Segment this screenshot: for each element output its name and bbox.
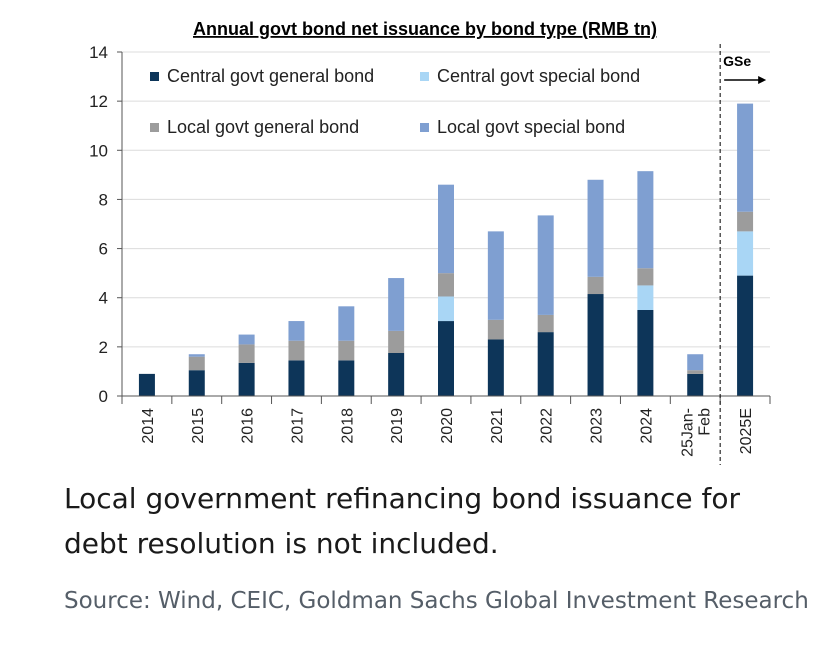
- legend-swatch: [150, 123, 159, 132]
- bar-segment: [388, 353, 405, 396]
- y-tick-label: 0: [99, 387, 108, 406]
- bar-segment: [537, 314, 554, 333]
- legend-label: Central govt special bond: [437, 66, 640, 86]
- bar-segment: [737, 275, 754, 396]
- bond-issuance-chart: Annual govt bond net issuance by bond ty…: [89, 19, 771, 465]
- bar-segment: [288, 321, 305, 341]
- x-tick-label: 2016: [240, 408, 257, 444]
- bar-segment: [288, 340, 305, 361]
- bar-segment: [238, 362, 255, 396]
- legend: Central govt general bond Central govt sp…: [150, 66, 640, 137]
- bar-segment: [737, 211, 754, 232]
- bar-segment: [388, 330, 405, 353]
- x-tick-label: 2024: [638, 408, 655, 444]
- legend-item: Central govt general bond: [150, 66, 374, 86]
- bar-segment: [188, 354, 205, 357]
- bar-segment: [587, 276, 604, 295]
- bar-segment: [438, 184, 454, 274]
- y-tick-label: 12: [89, 92, 108, 111]
- x-tick-label: 2020: [439, 408, 456, 444]
- bar-segment: [537, 332, 554, 396]
- bar-segment: [338, 306, 355, 341]
- bar-segment: [587, 179, 604, 277]
- x-tick-label: Feb: [697, 408, 714, 436]
- bars-group: [138, 103, 754, 396]
- bar-segment: [388, 278, 405, 331]
- bar-segment: [338, 340, 355, 361]
- gse-arrow-icon: [758, 76, 767, 84]
- y-tick-label: 14: [89, 43, 108, 62]
- bar-segment: [238, 344, 255, 363]
- x-tick-label: 2017: [289, 408, 306, 444]
- bar-segment: [637, 285, 654, 310]
- x-tick-label: 25Jan-: [680, 408, 697, 457]
- bar-segment: [537, 215, 554, 315]
- chart-title: Annual govt bond net issuance by bond ty…: [193, 19, 657, 39]
- bar-segment: [238, 334, 255, 345]
- bar-segment: [487, 231, 504, 320]
- x-tick-label: 2022: [539, 408, 556, 444]
- y-tick-label: 8: [99, 190, 108, 209]
- bar-segment: [438, 273, 454, 297]
- y-tick-label: 6: [99, 240, 108, 259]
- bar-segment: [288, 360, 305, 396]
- bar-segment: [138, 373, 155, 396]
- bar-segment: [737, 103, 754, 212]
- bar-segment: [687, 373, 704, 396]
- bar-segment: [438, 321, 454, 396]
- bar-segment: [188, 370, 205, 396]
- bar-segment: [687, 354, 704, 371]
- axes: 0 2 4 6 8 10 12 14 2014 2015 2016 2017 2018 2019 2020 2…: [89, 43, 771, 457]
- bar-segment: [338, 360, 355, 396]
- source-note: Source: Wind, CEIC, Goldman Sachs Global…: [64, 588, 809, 614]
- x-tick-label: 2018: [339, 408, 356, 444]
- legend-label: Central govt general bond: [167, 66, 374, 86]
- bar-segment: [487, 319, 504, 340]
- gse-annotation: GSe: [719, 44, 767, 465]
- bar-segment: [438, 296, 454, 322]
- bar-segment: [637, 310, 654, 396]
- bar-segment: [637, 268, 654, 286]
- legend-label: Local govt general bond: [167, 117, 359, 137]
- bar-segment: [188, 356, 205, 371]
- x-tick-label: 2021: [489, 408, 506, 444]
- legend-item: Local govt general bond: [150, 117, 359, 137]
- legend-item: Central govt special bond: [420, 66, 640, 86]
- legend-label: Local govt special bond: [437, 117, 625, 137]
- x-tick-label: 2019: [389, 408, 406, 444]
- bar-segment: [487, 339, 504, 396]
- x-tick-label: 2014: [140, 408, 157, 444]
- legend-swatch: [420, 123, 429, 132]
- bar-segment: [737, 231, 754, 276]
- bar-segment: [637, 171, 654, 269]
- y-tick-label: 10: [89, 141, 108, 160]
- x-tick-label: 2015: [190, 408, 207, 444]
- y-tick-label: 4: [99, 289, 108, 308]
- y-tick-label: 2: [99, 338, 108, 357]
- bar-segment: [587, 294, 604, 396]
- bar-segment: [687, 370, 704, 374]
- legend-item: Local govt special bond: [420, 117, 625, 137]
- x-tick-label: 2025E: [738, 408, 755, 454]
- legend-swatch: [420, 72, 429, 81]
- chart-caption: Local government refinancing bond issuan…: [64, 482, 741, 560]
- x-tick-label: 2023: [589, 408, 606, 444]
- gse-label: GSe: [723, 53, 751, 69]
- legend-swatch: [150, 72, 159, 81]
